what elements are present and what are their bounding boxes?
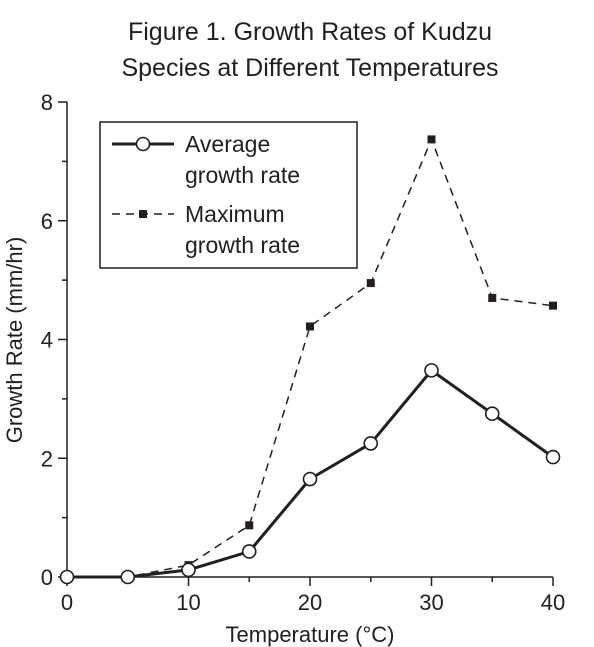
average-point (181, 562, 196, 578)
average-point (424, 363, 439, 378)
chart-title-line-2: Species at Different Temperatures (121, 54, 498, 82)
legend-maximum-marker (139, 210, 147, 218)
average-point (484, 406, 500, 422)
legend-average-marker (135, 136, 151, 152)
y-tick-label: 0 (41, 565, 53, 590)
x-tick-label: 20 (298, 590, 322, 615)
average-point (363, 436, 379, 451)
x-tick-label: 40 (541, 590, 565, 615)
average-point (302, 471, 318, 487)
y-tick-label: 6 (41, 209, 53, 234)
legend-average-label-line-1: Average (185, 131, 270, 157)
y-axis-title: Growth Rate (mm/hr) (2, 237, 27, 444)
maximum-growth-line (67, 138, 554, 578)
average-point (120, 569, 136, 585)
legend-maximum-label-line-2: growth rate (185, 232, 300, 258)
maximum-point (245, 521, 254, 530)
legend-average-label-line-2: growth rate (185, 162, 300, 188)
x-tick-label: 30 (419, 590, 443, 615)
maximum-point (306, 322, 314, 331)
maximum-point (549, 301, 557, 310)
y-tick-label: 8 (41, 90, 53, 115)
average-point (545, 449, 561, 465)
chart-title-line-1: Figure 1. Growth Rates of Kudzu (128, 18, 492, 46)
average-point (241, 544, 257, 559)
maximum-point (488, 293, 497, 302)
x-tick-label: 10 (176, 590, 200, 615)
series-layer (59, 135, 561, 585)
average-point (59, 569, 75, 585)
legend: Average growth rate Maximum growth rate (99, 121, 358, 269)
y-tick-label: 2 (41, 446, 53, 471)
maximum-point (427, 135, 436, 144)
x-tick-label: 0 (61, 590, 73, 615)
legend-maximum-label-line-1: Maximum (185, 201, 285, 227)
y-tick-label: 4 (41, 328, 53, 353)
axis-ticks: 0 2 4 6 8 0 10 20 30 40 (41, 90, 565, 615)
x-axis-title: Temperature (°C) (226, 622, 395, 647)
maximum-point (366, 279, 375, 288)
chart-title: Figure 1. Growth Rates of Kudzu Species … (121, 18, 498, 82)
